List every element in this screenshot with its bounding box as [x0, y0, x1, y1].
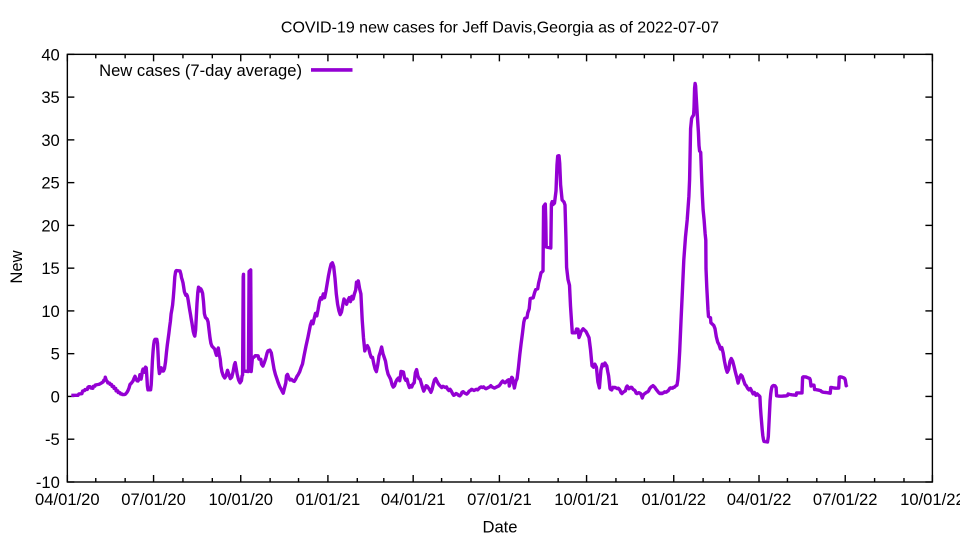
svg-text:20: 20	[41, 216, 59, 235]
svg-text:New cases (7-day average): New cases (7-day average)	[99, 61, 302, 80]
svg-text:10/01/22: 10/01/22	[900, 490, 960, 509]
svg-text:5: 5	[51, 345, 60, 364]
svg-text:10: 10	[41, 302, 59, 321]
svg-text:40: 40	[41, 45, 59, 64]
svg-text:-5: -5	[45, 430, 60, 449]
svg-text:Date: Date	[482, 518, 517, 537]
svg-text:0: 0	[51, 387, 60, 406]
svg-text:04/01/20: 04/01/20	[35, 490, 100, 509]
svg-text:07/01/20: 07/01/20	[121, 490, 186, 509]
svg-text:15: 15	[41, 259, 59, 278]
svg-text:10/01/21: 10/01/21	[554, 490, 619, 509]
svg-text:04/01/22: 04/01/22	[727, 490, 792, 509]
svg-text:01/01/22: 01/01/22	[641, 490, 706, 509]
svg-text:04/01/21: 04/01/21	[381, 490, 446, 509]
svg-text:COVID-19 new cases for Jeff Da: COVID-19 new cases for Jeff Davis,Georgi…	[281, 19, 719, 36]
svg-text:New: New	[7, 249, 26, 283]
svg-text:35: 35	[41, 88, 59, 107]
svg-text:25: 25	[41, 174, 59, 193]
svg-text:07/01/21: 07/01/21	[467, 490, 532, 509]
svg-text:01/01/21: 01/01/21	[296, 490, 361, 509]
svg-text:30: 30	[41, 131, 59, 150]
svg-text:-10: -10	[36, 473, 60, 492]
svg-text:07/01/22: 07/01/22	[813, 490, 878, 509]
svg-text:10/01/20: 10/01/20	[208, 490, 273, 509]
